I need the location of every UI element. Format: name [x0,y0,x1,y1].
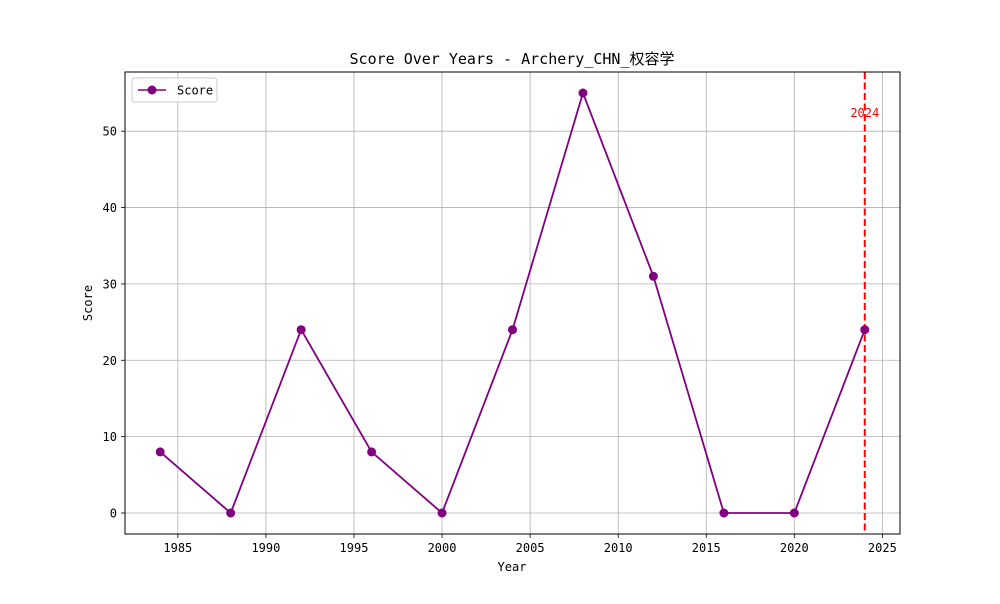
x-tick-label: 2000 [428,541,457,555]
data-point [437,508,447,518]
x-tick-label: 2005 [516,541,545,555]
plot-area-frame [124,71,901,535]
data-point [508,325,517,335]
data-point [578,88,588,98]
data-point [367,447,377,457]
data-point [789,508,799,518]
x-axis-label: Year [498,560,527,574]
data-point [296,325,306,335]
x-tick-label: 1990 [251,541,280,555]
y-axis: 0 10 20 30 40 50 [103,125,125,521]
legend-label: Score [177,84,213,98]
x-tick-label: 2025 [868,541,897,555]
x-tick-label: 2015 [692,541,721,555]
y-tick-label: 10 [103,430,117,444]
data-point [226,508,236,518]
legend-marker-sample [147,85,157,95]
legend: Score [131,77,218,103]
x-tick-label: 1995 [340,541,369,555]
x-tick-label: 2010 [604,541,633,555]
data-point [155,447,165,457]
y-tick-label: 40 [103,201,117,215]
data-point [719,508,729,518]
series-layer [155,88,870,518]
y-tick-label: 30 [103,277,117,291]
data-point [860,325,870,335]
y-axis-label: Score [81,285,95,321]
legend-box [131,77,218,103]
chart-title: Score Over Years - Archery_CHN_权容学 [350,50,675,68]
data-point [648,271,658,281]
x-tick-label: 2020 [780,541,809,555]
x-tick-label: 1985 [163,541,192,555]
y-tick-label: 50 [103,125,117,139]
y-tick-label: 0 [110,507,117,521]
y-tick-label: 20 [103,354,117,368]
reference-vline-label: 2024 [850,106,879,120]
reference-lines: 2024 [850,72,879,534]
x-axis: 1985 1990 1995 2000 2005 2010 2015 2020 2025 [163,534,897,555]
